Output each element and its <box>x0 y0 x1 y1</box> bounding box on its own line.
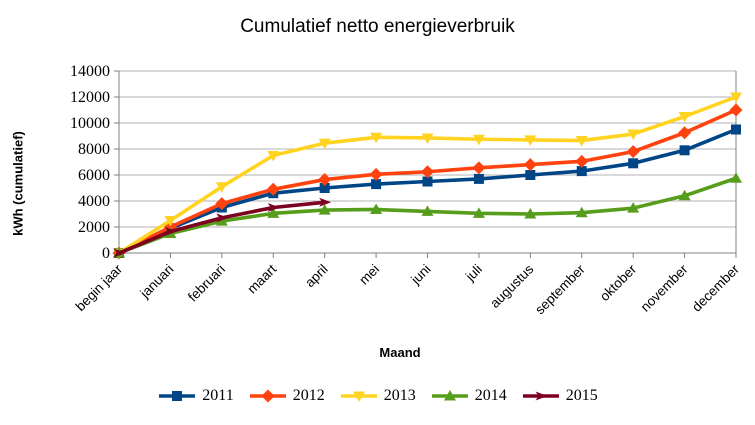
series-marker-2011 <box>371 179 382 190</box>
y-tick-label: 8000 <box>78 141 110 158</box>
series-marker-2013 <box>215 182 228 193</box>
series-marker-2015 <box>319 197 332 207</box>
series-marker-2012 <box>626 145 640 159</box>
legend-label: 2015 <box>565 387 598 404</box>
series-marker-2011 <box>576 166 587 177</box>
x-tick-label: juni <box>407 262 433 288</box>
legend-item-2012: 2012 <box>248 387 325 405</box>
series-marker-2015 <box>216 213 229 223</box>
legend-label: 2012 <box>292 387 325 404</box>
y-tick-label: 10000 <box>70 115 110 132</box>
series-marker-2012 <box>729 103 743 117</box>
series-marker-2012 <box>369 167 383 181</box>
series-marker-2014 <box>215 215 228 226</box>
x-tick-label: juli <box>462 262 485 285</box>
series-marker-2014 <box>627 202 640 213</box>
series-marker-2014 <box>575 206 588 218</box>
series-marker-2014 <box>421 205 434 216</box>
series-marker-2013 <box>164 216 177 227</box>
series-marker-2012 <box>318 173 332 187</box>
legend-item-2013: 2013 <box>339 387 416 405</box>
series-marker-2013 <box>421 133 434 144</box>
series-marker-2015 <box>113 248 126 258</box>
series-marker-2013 <box>730 92 742 103</box>
x-tick-label: augustus <box>487 261 537 311</box>
series-marker-2012 <box>523 158 537 172</box>
series-marker-2011 <box>473 173 484 184</box>
series-marker-2014 <box>730 172 742 183</box>
series-marker-2014 <box>524 208 537 219</box>
series-marker-2013 <box>472 134 485 146</box>
x-tick-label: september <box>532 261 588 317</box>
legend-marker-square-icon <box>159 391 196 401</box>
y-tick-label: 4000 <box>78 193 110 210</box>
x-tick-label: oktober <box>597 261 640 304</box>
series-marker-2011 <box>319 183 330 193</box>
legend-marker-triangle-up-icon <box>431 390 468 401</box>
legend-marker <box>443 390 456 401</box>
series-marker-2015 <box>164 227 177 237</box>
legend-item-2015: 2015 <box>521 387 598 405</box>
series-marker-2014 <box>267 207 280 218</box>
chart-legend: 2011 2012 2013 2014 2015 <box>0 387 755 405</box>
legend-item-2014: 2014 <box>430 387 507 405</box>
x-tick-label: begin jaar <box>73 261 126 314</box>
legend-label: 2014 <box>474 387 507 404</box>
series-marker-2013 <box>267 151 280 162</box>
x-tick-label: februari <box>185 262 228 305</box>
chart-title: Cumulatief netto energieverbruik <box>240 16 515 37</box>
x-tick-label: januari <box>137 262 177 302</box>
series-marker-2013 <box>524 135 537 146</box>
x-tick-label: mei <box>356 262 382 288</box>
legend-marker-arrow-right-icon <box>522 391 559 401</box>
series-marker-2011 <box>679 145 690 156</box>
series-marker-2012 <box>678 126 692 140</box>
series-marker-2011 <box>731 124 741 135</box>
y-tick-label: 14000 <box>70 63 110 80</box>
x-tick-label: april <box>302 262 331 291</box>
series-marker-2012 <box>421 165 434 179</box>
x-tick-label: december <box>689 261 742 314</box>
series-marker-2013 <box>575 136 588 147</box>
series-marker-2011 <box>628 158 639 169</box>
series-marker-2013 <box>318 138 331 150</box>
y-tick-label: 0 <box>102 245 110 262</box>
legend-marker <box>261 389 275 403</box>
x-axis-title: Maand <box>379 345 421 360</box>
series-marker-2012 <box>266 182 280 196</box>
series-marker-2013 <box>678 112 691 123</box>
series-marker-2012 <box>575 154 589 168</box>
y-tick-label: 2000 <box>78 219 110 236</box>
y-tick-label: 12000 <box>70 89 110 106</box>
series-marker-2011 <box>422 176 433 187</box>
legend-label: 2011 <box>202 387 234 404</box>
x-tick-label: november <box>638 261 691 314</box>
series-marker-2014 <box>370 203 383 214</box>
x-tick-label: maart <box>244 261 279 296</box>
series-marker-2015 <box>267 203 280 212</box>
legend-item-2011: 2011 <box>157 387 234 405</box>
series-marker-2011 <box>525 170 536 180</box>
series-marker-2013 <box>627 129 640 141</box>
y-tick-label: 6000 <box>78 167 110 184</box>
legend-marker-triangle-down-icon <box>340 391 377 402</box>
series-marker-2013 <box>370 132 383 144</box>
legend-marker <box>352 391 365 402</box>
series-marker-2014 <box>472 207 485 218</box>
legend-label: 2013 <box>383 387 416 404</box>
legend-marker-diamond-icon <box>249 389 286 403</box>
series-marker-2014 <box>678 189 691 201</box>
legend-marker <box>172 391 183 401</box>
series-marker-2012 <box>215 197 229 211</box>
series-marker-2012 <box>472 161 486 175</box>
legend-marker <box>535 391 548 401</box>
series-marker-2014 <box>318 204 331 215</box>
